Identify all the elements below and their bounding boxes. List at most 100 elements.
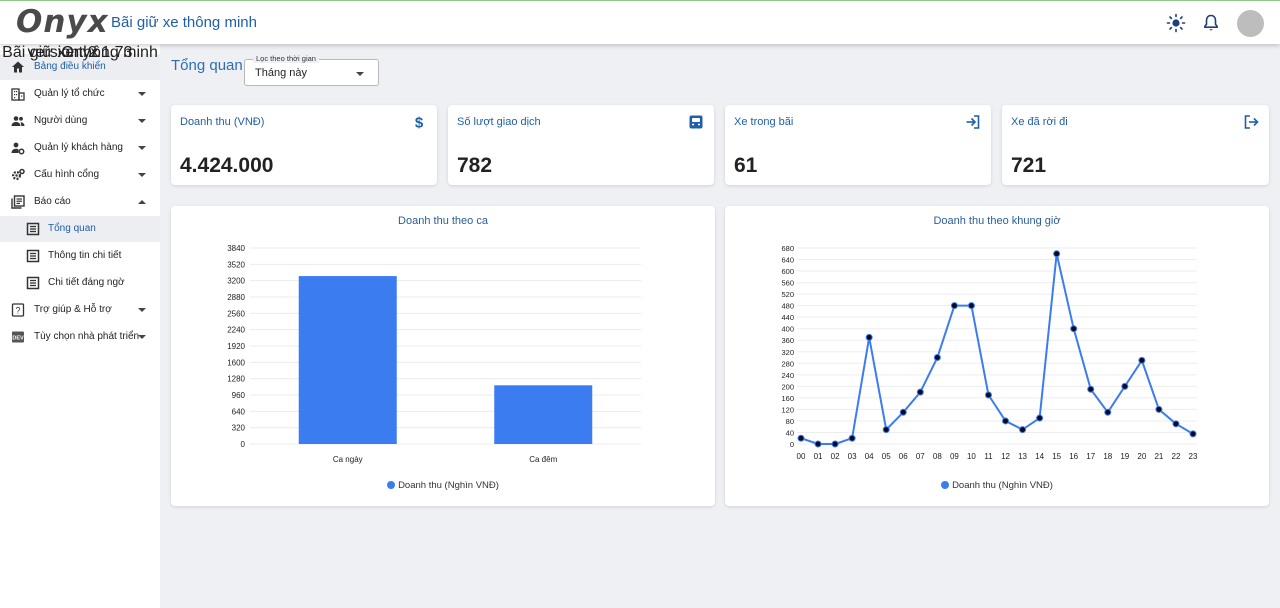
series-line: [800, 252, 1194, 445]
x-tick-label: 11: [984, 452, 993, 461]
sidebar-item-label: Tùy chọn nhà phát triển: [34, 331, 140, 342]
y-tick-label: 80: [786, 417, 794, 426]
y-tick-label: 560: [781, 279, 794, 288]
user-avatar[interactable]: [1237, 10, 1264, 37]
y-tick-label: 1280: [227, 375, 245, 384]
x-tick-label: 23: [1189, 452, 1198, 461]
stat-value: 782: [457, 154, 493, 177]
sidebar-item-customers[interactable]: Quản lý khách hàng: [0, 135, 160, 161]
y-tick-label: 3840: [227, 244, 245, 253]
chart-legend: Doanh thu (Nghìn VNĐ): [725, 480, 1269, 491]
x-tick-label: 14: [1035, 452, 1044, 461]
y-tick-label: 0: [241, 440, 246, 449]
sidebar-item-label: Cấu hình cổng: [34, 169, 100, 180]
app-logo[interactable]: Onyx: [16, 4, 109, 40]
y-tick-label: 400: [781, 325, 794, 334]
sidebar-item-users[interactable]: Người dùng: [0, 108, 160, 134]
y-tick-label: 0: [790, 440, 794, 449]
x-tick-label: 05: [882, 452, 891, 461]
dev-icon: DEV: [12, 331, 24, 343]
y-tick-label: 240: [781, 371, 794, 380]
sidebar-item-label: Người dùng: [34, 115, 88, 126]
y-tick-label: 1920: [227, 342, 245, 351]
y-tick-label: 320: [781, 348, 794, 357]
y-tick-label: 3200: [227, 277, 245, 286]
sidebar-item-label: Chi tiết đáng ngờ: [48, 277, 125, 288]
app-header: Onyx Bãi giữ xe thông minh: [0, 0, 1280, 44]
sidebar-subitem-overview[interactable]: Tổng quan: [0, 216, 160, 242]
sidebar-item-organization[interactable]: Quản lý tổ chức: [0, 81, 160, 107]
y-tick-label: 640: [232, 407, 246, 416]
time-filter-select[interactable]: Tháng này: [244, 59, 379, 86]
sidebar-item-label: Báo cáo: [34, 196, 71, 207]
sidebar-subitem-details[interactable]: Thông tin chi tiết: [0, 243, 160, 269]
bar: [494, 385, 593, 444]
y-tick-label: 2880: [227, 293, 245, 302]
y-tick-label: 3520: [227, 260, 245, 269]
sun-icon[interactable]: [1166, 13, 1186, 33]
sidebar-item-label: Trợ giúp & Hỗ trợ: [34, 304, 112, 315]
app-version: version: 2.1.73: [27, 44, 133, 61]
data-point: [916, 388, 924, 396]
sidebar-item-reports[interactable]: Báo cáo: [0, 189, 160, 215]
y-tick-label: 680: [781, 244, 794, 253]
x-tick-label: Ca ngày: [333, 455, 363, 464]
reports-icon: [11, 195, 25, 209]
stat-label: Xe đã rời đi: [1011, 116, 1068, 128]
dollar-icon: $: [415, 115, 424, 131]
y-tick-label: 2560: [227, 309, 245, 318]
y-tick-label: 640: [781, 256, 794, 265]
x-tick-label: 16: [1069, 452, 1078, 461]
data-point: [984, 391, 992, 399]
bell-icon[interactable]: [1201, 13, 1221, 33]
stat-card-in-lot: Xe trong bãi 61: [725, 105, 991, 185]
x-tick-label: 21: [1154, 452, 1163, 461]
y-tick-label: 1600: [227, 358, 245, 367]
legend-swatch: [387, 481, 396, 489]
time-filter-value: Tháng này: [255, 67, 307, 79]
x-tick-label: 01: [814, 452, 823, 461]
help-icon: ?: [11, 303, 25, 317]
data-point: [1036, 414, 1044, 422]
svg-text:?: ?: [15, 306, 20, 316]
y-tick-label: 320: [232, 424, 246, 433]
data-point: [967, 302, 975, 310]
data-point: [1087, 385, 1095, 393]
app-subtitle: Bãi giữ xe thông minh: [111, 14, 257, 31]
sidebar-item-label: Quản lý tổ chức: [34, 88, 105, 99]
sidebar-item-developer[interactable]: DEV Tùy chọn nhà phát triển: [0, 324, 160, 350]
stat-card-departed: Xe đã rời đi 721: [1002, 105, 1269, 185]
data-point: [1002, 417, 1010, 425]
sidebar-item-help[interactable]: ? Trợ giúp & Hỗ trợ: [0, 297, 160, 323]
sidebar-item-dashboard[interactable]: Bảng điều khiển: [0, 54, 160, 80]
x-tick-label: 20: [1137, 452, 1146, 461]
chart-card-hourly-revenue: Doanh thu theo khung giờ 0 40 80 120 160 200 2…: [725, 206, 1269, 506]
stat-card-transactions: Số lượt giao dịch 782: [448, 105, 714, 185]
data-point: [950, 302, 958, 310]
data-point: [1019, 426, 1027, 434]
x-tick-label: 09: [950, 452, 959, 461]
x-tick-label: 19: [1120, 452, 1129, 461]
sidebar-subitem-suspicious[interactable]: Chi tiết đáng ngờ: [0, 270, 160, 296]
y-tick-label: 40: [786, 428, 794, 437]
y-tick-label: 360: [781, 336, 794, 345]
svg-text:$: $: [415, 115, 424, 131]
sidebar-item-label: Quản lý khách hàng: [34, 142, 123, 153]
x-tick-label: 10: [967, 452, 976, 461]
sidebar-item-label: Thông tin chi tiết: [48, 250, 122, 261]
y-tick-label: 120: [781, 405, 794, 414]
x-tick-label: 02: [831, 452, 840, 461]
chevron-down-icon: [138, 308, 146, 312]
x-tick-label: 17: [1086, 452, 1095, 461]
data-point: [814, 440, 822, 448]
data-point: [1172, 420, 1180, 428]
x-tick-label: 08: [933, 452, 942, 461]
sidebar-item-gate-config[interactable]: Cấu hình cổng: [0, 162, 160, 188]
y-tick-label: 600: [781, 267, 794, 276]
x-tick-label: 06: [899, 452, 908, 461]
document-icon: [26, 222, 40, 236]
chevron-down-icon: [138, 335, 146, 339]
y-tick-label: 960: [232, 391, 246, 400]
stat-label: Xe trong bãi: [734, 116, 794, 128]
x-tick-label: 07: [916, 452, 925, 461]
